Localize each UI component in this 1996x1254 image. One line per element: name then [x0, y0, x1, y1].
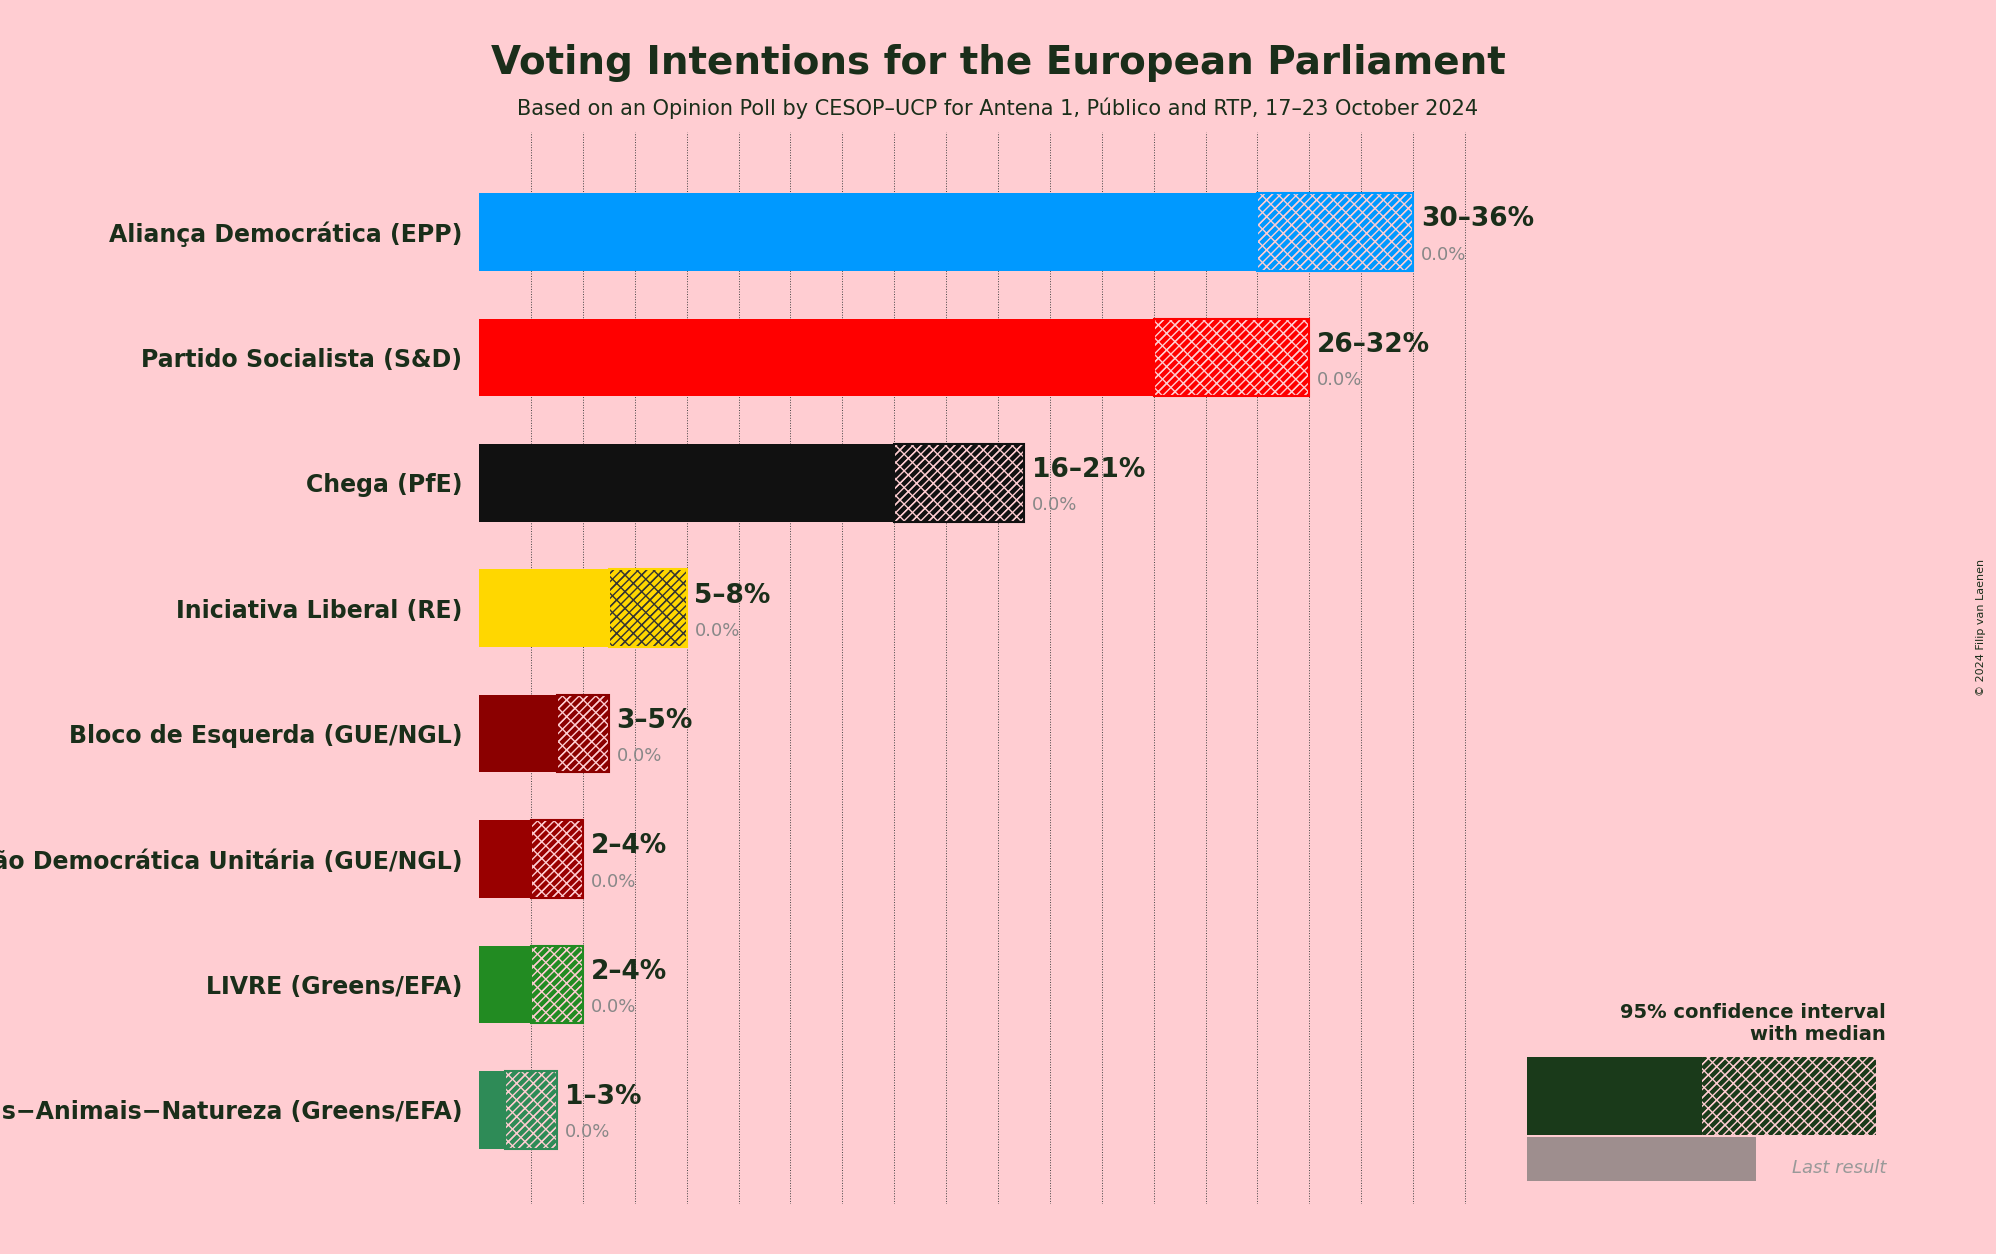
Bar	[505, 1071, 557, 1149]
Text: Last result: Last result	[1792, 1159, 1886, 1176]
Text: 0.0%: 0.0%	[1317, 371, 1363, 389]
Bar	[1257, 193, 1413, 271]
Bar	[1154, 319, 1309, 396]
Text: 0.0%: 0.0%	[565, 1124, 611, 1141]
Bar	[609, 569, 687, 647]
Bar	[557, 695, 609, 772]
Bar	[1257, 193, 1413, 271]
Bar	[531, 820, 583, 898]
Bar	[531, 946, 583, 1023]
Bar	[531, 820, 583, 898]
Bar	[479, 569, 609, 647]
Bar	[1154, 319, 1309, 396]
Text: Based on an Opinion Poll by CESOP–UCP for Antena 1, Público and RTP, 17–23 Octob: Based on an Opinion Poll by CESOP–UCP fo…	[517, 98, 1479, 119]
Bar	[531, 820, 583, 898]
Text: 16–21%: 16–21%	[1032, 458, 1146, 483]
Bar	[479, 1071, 505, 1149]
Text: 5–8%: 5–8%	[695, 583, 770, 608]
Text: 0.0%: 0.0%	[591, 998, 637, 1016]
Bar	[1701, 1057, 1876, 1135]
Bar	[894, 444, 1024, 522]
Text: 0.0%: 0.0%	[591, 873, 637, 890]
Text: 95% confidence interval
with median: 95% confidence interval with median	[1621, 1003, 1886, 1045]
Bar	[609, 569, 687, 647]
Text: 30–36%: 30–36%	[1421, 207, 1535, 232]
Bar	[1701, 1057, 1876, 1135]
Bar	[505, 1071, 557, 1149]
Text: 2–4%: 2–4%	[591, 834, 667, 859]
Bar	[609, 569, 687, 647]
Bar	[609, 569, 687, 647]
Bar	[479, 444, 894, 522]
Text: 0.0%: 0.0%	[617, 747, 663, 765]
Bar	[1257, 193, 1413, 271]
Text: 0.0%: 0.0%	[695, 622, 741, 640]
Text: 2–4%: 2–4%	[591, 959, 667, 984]
Bar	[479, 820, 531, 898]
Bar	[1257, 193, 1413, 271]
Bar	[479, 946, 531, 1023]
Text: Voting Intentions for the European Parliament: Voting Intentions for the European Parli…	[491, 44, 1505, 82]
Bar	[479, 193, 1257, 271]
Text: 0.0%: 0.0%	[1032, 497, 1078, 514]
Text: 26–32%: 26–32%	[1317, 332, 1431, 357]
Bar	[531, 946, 583, 1023]
Bar	[1154, 319, 1309, 396]
Bar	[557, 695, 609, 772]
Bar	[894, 444, 1024, 522]
Bar	[557, 695, 609, 772]
Bar	[479, 695, 557, 772]
Bar	[479, 319, 1154, 396]
Text: © 2024 Filip van Laenen: © 2024 Filip van Laenen	[1976, 558, 1986, 696]
Text: 0.0%: 0.0%	[1421, 246, 1467, 263]
Bar	[505, 1071, 557, 1149]
Bar	[1527, 1057, 1701, 1135]
Bar	[1701, 1057, 1876, 1135]
Bar	[1154, 319, 1309, 396]
Bar	[531, 820, 583, 898]
Bar	[894, 444, 1024, 522]
Text: 3–5%: 3–5%	[617, 709, 693, 734]
Bar	[557, 695, 609, 772]
Text: 1–3%: 1–3%	[565, 1085, 641, 1110]
Bar	[531, 946, 583, 1023]
Bar	[505, 1071, 557, 1149]
Bar	[894, 444, 1024, 522]
Bar	[531, 946, 583, 1023]
